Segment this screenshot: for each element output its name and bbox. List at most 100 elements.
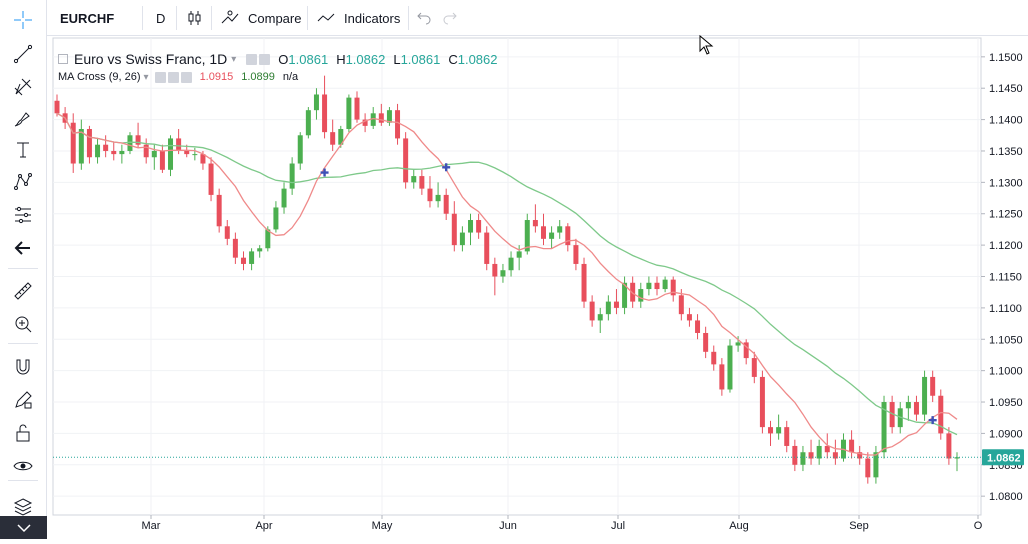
candle-body — [581, 263, 587, 302]
candle-body — [192, 154, 198, 156]
candle-body — [176, 138, 182, 151]
ma-slow-line — [56, 112, 958, 436]
candle-body — [305, 110, 311, 136]
undo-button[interactable] — [416, 0, 432, 36]
candle-body — [265, 229, 271, 249]
candle-body — [622, 282, 628, 308]
separator — [142, 6, 143, 30]
unlock-tool[interactable] — [8, 418, 38, 448]
undo-icon — [417, 12, 431, 25]
chart-style-button[interactable] — [186, 0, 204, 36]
candle-body — [468, 220, 474, 233]
candle-body — [597, 314, 603, 321]
layers-tool[interactable] — [8, 492, 38, 522]
candle-body — [751, 358, 757, 377]
candle-body — [946, 433, 952, 459]
magnet-icon — [16, 359, 30, 375]
candle-body — [159, 150, 165, 170]
y-tick-label: 1.1400 — [989, 115, 1023, 127]
collapse-legend-button[interactable] — [58, 54, 68, 64]
candle-body — [605, 301, 611, 315]
candle-body — [232, 238, 238, 258]
y-tick-label: 1.1150 — [989, 272, 1022, 284]
y-tick-label: 1.1000 — [989, 366, 1023, 378]
candle-body — [119, 150, 125, 155]
close-label: C — [448, 51, 458, 67]
pattern-tool[interactable] — [8, 167, 38, 197]
forecast-tool[interactable] — [8, 200, 38, 230]
candle-body — [476, 220, 482, 233]
x-tick-label: Aug — [729, 520, 749, 532]
candle-body — [281, 188, 287, 208]
settings-icon[interactable] — [246, 53, 258, 65]
chart-area[interactable]: 1.1500 1.1450 1.1400 1.1350 1.1300 1.1250 1.12… — [47, 36, 1028, 539]
candle-body — [362, 119, 368, 126]
candle-body — [670, 279, 676, 296]
candle-body — [411, 176, 417, 183]
candle-body — [70, 122, 76, 164]
ruler-tool[interactable] — [8, 276, 38, 306]
candle-body — [711, 351, 717, 365]
candle-body — [240, 257, 246, 264]
candle-body — [849, 439, 855, 453]
top-toolbar: EURCHF D Compare Indicators — [0, 0, 1028, 36]
pitchfork-tool[interactable] — [8, 72, 38, 102]
candle-body — [370, 113, 376, 126]
compare-button[interactable]: Compare — [220, 0, 301, 36]
eye-tool[interactable] — [8, 451, 38, 481]
magnet-tool[interactable] — [8, 352, 38, 382]
candle-body — [346, 97, 352, 130]
collapse-toolbar-button[interactable] — [0, 516, 47, 539]
ma-fast-value: 1.0915 — [199, 71, 234, 83]
candle-body — [613, 301, 619, 308]
chevron-down-icon[interactable]: ▾ — [143, 71, 149, 83]
ma-cross-marker — [442, 163, 451, 172]
price-chart[interactable]: 1.1500 1.1450 1.1400 1.1350 1.1300 1.1250 1.12… — [47, 36, 1028, 539]
chevron-down-icon[interactable]: ▾ — [231, 53, 237, 65]
zoom-in-tool[interactable] — [8, 309, 38, 339]
close-icon[interactable] — [180, 71, 192, 83]
candle-body — [776, 427, 782, 434]
y-tick-label: 1.1500 — [989, 52, 1023, 64]
hide-icon[interactable] — [154, 71, 166, 83]
x-tick-label: Jun — [499, 520, 517, 532]
y-tick-label: 1.1300 — [989, 177, 1023, 189]
candle-body — [638, 289, 644, 302]
candle-body — [857, 452, 863, 459]
lock-draw-tool[interactable] — [8, 385, 38, 415]
lock-draw-icon — [15, 391, 32, 409]
candle-body — [905, 402, 911, 409]
candle-body — [589, 301, 595, 321]
drawing-toolbar — [0, 0, 47, 539]
x-tick-label: Mar — [142, 520, 161, 532]
back-arrow-tool[interactable] — [8, 233, 38, 263]
candle-body — [297, 135, 303, 164]
interval-button[interactable]: D — [156, 0, 165, 36]
candle-body — [208, 163, 214, 195]
redo-button[interactable] — [442, 0, 458, 36]
text-tool[interactable] — [8, 135, 38, 165]
trend-line-tool[interactable] — [8, 39, 38, 69]
back-arrow-icon — [14, 241, 30, 255]
candle-body — [386, 110, 392, 123]
hide-icon[interactable] — [259, 53, 271, 65]
candle-body — [922, 376, 928, 415]
separator — [307, 6, 308, 30]
separator — [176, 6, 177, 30]
brush-tool[interactable] — [8, 104, 38, 134]
candle-body — [727, 345, 733, 390]
settings-icon[interactable] — [167, 71, 179, 83]
candle-body — [184, 150, 190, 155]
x-tick-label: Apr — [255, 520, 272, 532]
candle-body — [549, 232, 555, 239]
indicators-button[interactable]: Indicators — [316, 0, 400, 36]
candle-body — [735, 342, 741, 346]
indicators-label: Indicators — [344, 10, 401, 26]
candle-body — [516, 251, 522, 258]
layers-icon — [13, 498, 33, 516]
crosshair-tool[interactable] — [8, 5, 38, 35]
symbol-search[interactable]: EURCHF — [60, 0, 114, 36]
unlock-icon — [16, 424, 30, 442]
candle-body — [78, 129, 84, 164]
ma-cross-marker — [928, 416, 937, 425]
